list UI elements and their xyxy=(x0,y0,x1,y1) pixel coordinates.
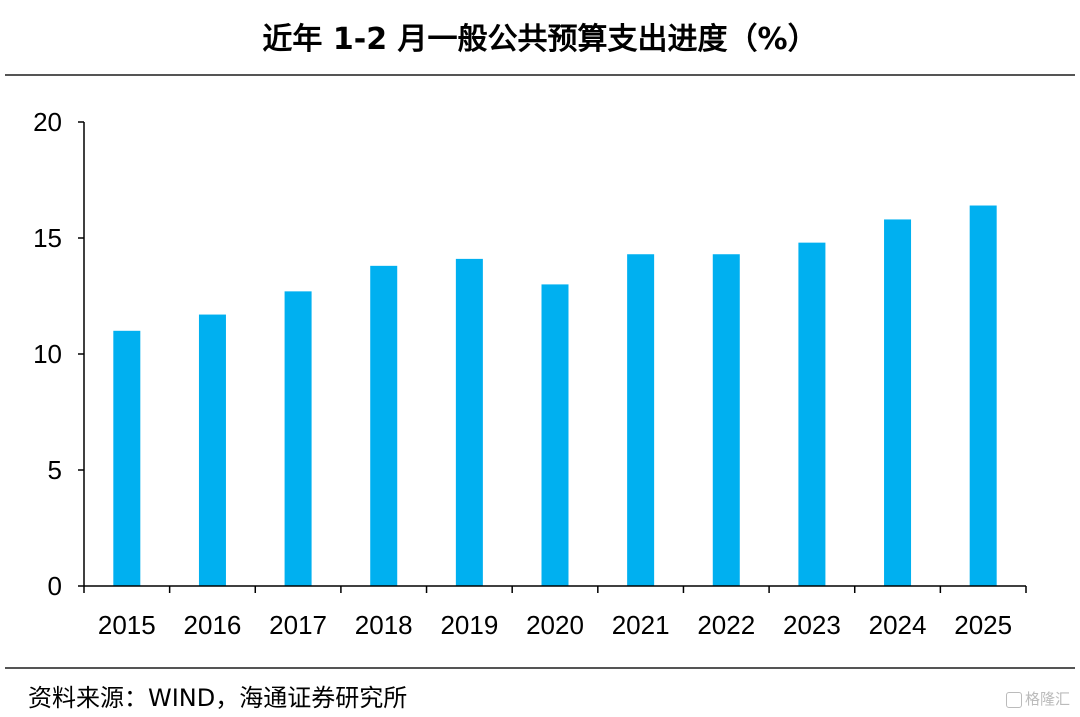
x-tick-label: 2018 xyxy=(355,610,413,640)
bar-2022 xyxy=(712,254,740,587)
x-tick-label: 2024 xyxy=(869,610,927,640)
x-tick-label: 2025 xyxy=(954,610,1012,640)
x-tick-label: 2023 xyxy=(783,610,841,640)
y-tick-label: 20 xyxy=(33,107,62,137)
bar-2025 xyxy=(969,205,997,586)
bar-2020 xyxy=(541,284,569,586)
x-tick-label: 2015 xyxy=(98,610,156,640)
bar-2024 xyxy=(884,219,912,586)
bar-2023 xyxy=(798,242,826,586)
bar-2021 xyxy=(627,254,655,587)
y-tick-label: 10 xyxy=(33,339,62,369)
bar-2019 xyxy=(455,258,483,586)
bar-2015 xyxy=(113,330,141,586)
y-tick-label: 5 xyxy=(48,455,62,485)
title-divider xyxy=(5,74,1075,76)
x-tick-label: 2017 xyxy=(269,610,327,640)
x-tick-label: 2021 xyxy=(612,610,670,640)
x-tick-label: 2020 xyxy=(526,610,584,640)
y-tick-label: 0 xyxy=(48,571,62,601)
source-note: 资料来源：WIND，海通证券研究所 xyxy=(28,684,408,712)
bar-2016 xyxy=(198,314,226,586)
bar-2018 xyxy=(370,265,398,586)
x-tick-label: 2022 xyxy=(697,610,755,640)
watermark-text: 格隆汇 xyxy=(1024,690,1070,708)
x-tick-label: 2016 xyxy=(184,610,242,640)
source-divider xyxy=(5,667,1075,669)
watermark-logo-icon xyxy=(1005,691,1022,708)
watermark: 格隆汇 xyxy=(1005,688,1070,709)
bar-2017 xyxy=(284,291,312,586)
y-tick-label: 15 xyxy=(33,223,62,253)
chart-title: 近年 1-2 月一般公共预算支出进度（%） xyxy=(262,22,818,57)
x-tick-label: 2019 xyxy=(440,610,498,640)
